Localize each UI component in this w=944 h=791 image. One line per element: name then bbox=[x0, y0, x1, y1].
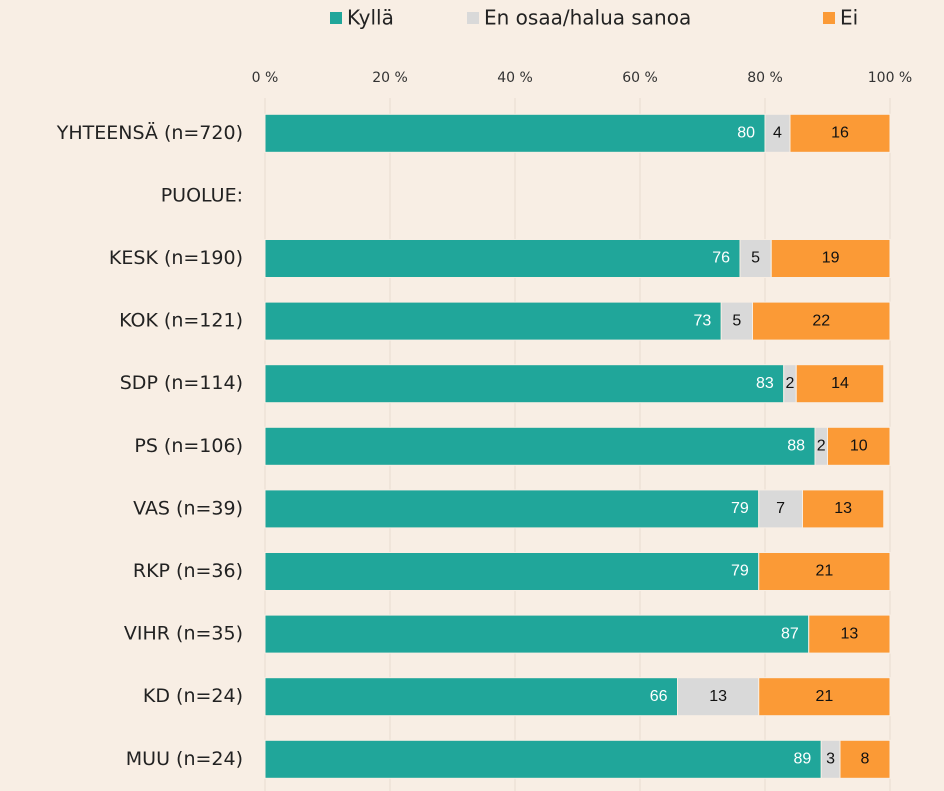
bar-segment bbox=[264, 301, 722, 341]
category-label: RKP (n=36) bbox=[133, 560, 243, 582]
bar-segment bbox=[264, 426, 816, 466]
bar-segment bbox=[764, 113, 791, 153]
x-tick-label: 20 % bbox=[372, 70, 408, 86]
data-label: 79 bbox=[731, 500, 749, 517]
data-label: 10 bbox=[850, 438, 868, 455]
bar-segment bbox=[789, 113, 891, 153]
data-label: 80 bbox=[737, 125, 755, 142]
category-label: KOK (n=121) bbox=[119, 310, 243, 332]
data-label: 16 bbox=[831, 125, 849, 142]
category-label: VAS (n=39) bbox=[133, 497, 243, 519]
data-label: 76 bbox=[712, 250, 730, 267]
data-label: 66 bbox=[650, 688, 668, 705]
data-label: 89 bbox=[793, 751, 811, 768]
category-label: PUOLUE: bbox=[161, 184, 243, 206]
data-label: 3 bbox=[826, 751, 835, 768]
legend-swatch bbox=[823, 12, 835, 24]
category-label: MUU (n=24) bbox=[126, 748, 243, 770]
data-label: 8 bbox=[861, 751, 870, 768]
data-label: 21 bbox=[815, 563, 833, 580]
bar-segment bbox=[720, 301, 753, 341]
category-label: KESK (n=190) bbox=[109, 247, 243, 269]
data-label: 19 bbox=[822, 250, 840, 267]
bar-segment bbox=[770, 239, 891, 278]
category-label: PS (n=106) bbox=[134, 435, 243, 457]
data-label: 5 bbox=[751, 250, 760, 267]
legend-label: En osaa/halua sanoa bbox=[484, 6, 691, 30]
x-tick-label: 100 % bbox=[868, 70, 912, 86]
data-label: 83 bbox=[756, 375, 774, 392]
data-label: 14 bbox=[831, 375, 849, 392]
bar-segment bbox=[752, 301, 891, 341]
data-label: 13 bbox=[840, 625, 858, 642]
data-label: 22 bbox=[812, 312, 830, 329]
category-label: VIHR (n=35) bbox=[124, 623, 243, 645]
bar-segment bbox=[677, 677, 760, 717]
bar-segment bbox=[264, 614, 810, 654]
data-label: 2 bbox=[817, 438, 826, 455]
category-label: KD (n=24) bbox=[143, 685, 243, 707]
legend-label: Kyllä bbox=[347, 6, 394, 30]
bar-segment bbox=[264, 739, 822, 779]
bar-segment bbox=[808, 614, 891, 654]
data-label: 13 bbox=[834, 500, 852, 517]
data-label: 79 bbox=[731, 563, 749, 580]
bar-segment bbox=[264, 552, 760, 591]
data-label: 4 bbox=[773, 125, 782, 142]
x-tick-label: 80 % bbox=[747, 70, 783, 86]
x-tick-label: 40 % bbox=[497, 70, 533, 86]
data-label: 2 bbox=[786, 375, 795, 392]
data-label: 88 bbox=[787, 438, 805, 455]
bar-segment bbox=[827, 426, 891, 466]
category-label: YHTEENSÄ (n=720) bbox=[56, 121, 243, 144]
data-label: 73 bbox=[693, 312, 711, 329]
legend-swatch bbox=[330, 12, 342, 24]
bar-segment bbox=[802, 489, 885, 529]
bar-segment bbox=[758, 677, 891, 717]
data-label: 7 bbox=[776, 500, 785, 517]
category-label: SDP (n=114) bbox=[120, 372, 243, 394]
bar-segment bbox=[264, 677, 678, 717]
bar-segment bbox=[758, 552, 891, 591]
legend-label: Ei bbox=[840, 6, 858, 30]
x-tick-label: 60 % bbox=[622, 70, 658, 86]
data-label: 21 bbox=[815, 688, 833, 705]
bar-segment bbox=[839, 739, 891, 779]
bar-segment bbox=[795, 364, 885, 404]
data-label: 13 bbox=[709, 688, 727, 705]
bar-segment bbox=[264, 239, 741, 278]
bar-segment bbox=[264, 113, 766, 153]
bar-segment bbox=[264, 489, 760, 529]
bar-segment bbox=[264, 364, 785, 404]
legend-swatch bbox=[467, 12, 479, 24]
data-label: 87 bbox=[781, 625, 799, 642]
x-tick-label: 0 % bbox=[252, 70, 279, 86]
data-label: 5 bbox=[732, 312, 741, 329]
bar-segment bbox=[758, 489, 803, 529]
